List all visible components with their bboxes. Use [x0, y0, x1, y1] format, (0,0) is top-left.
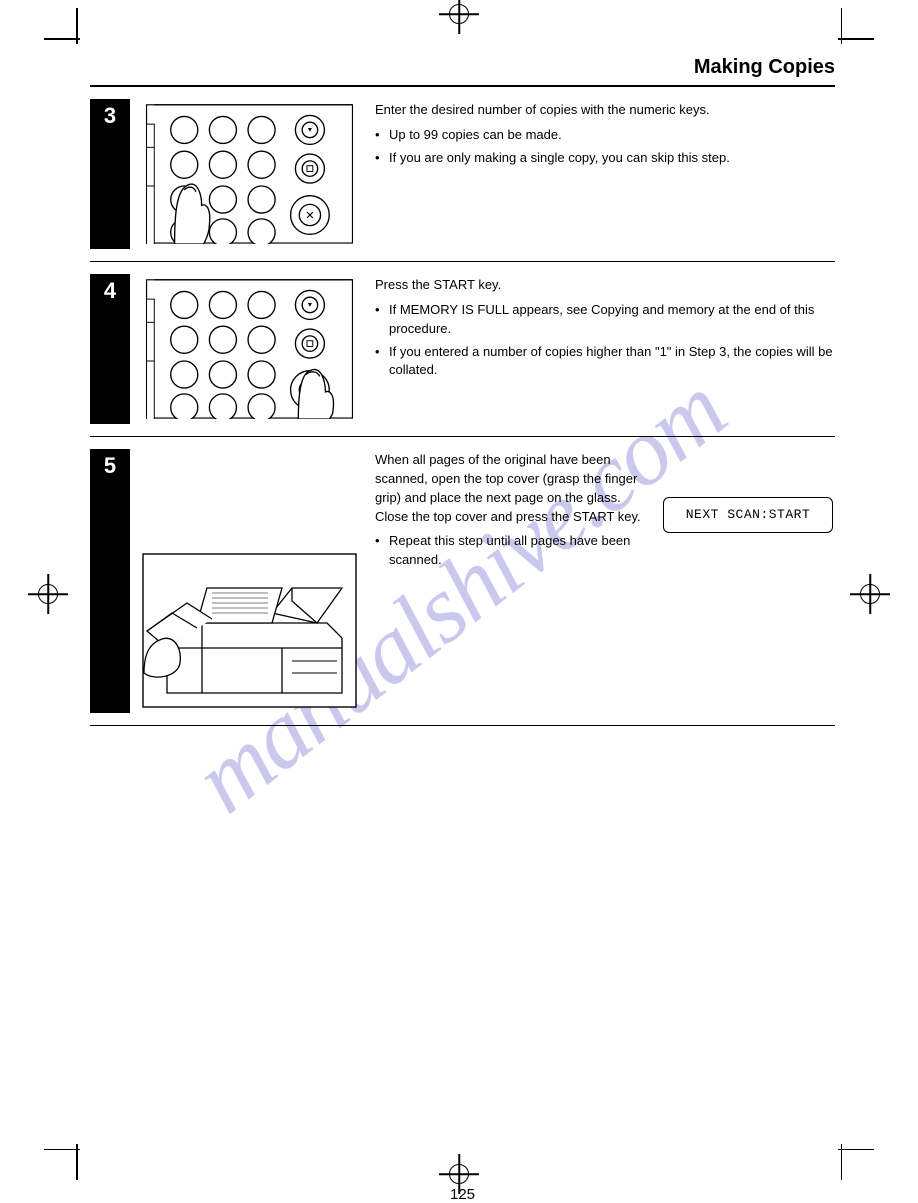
step-3: 3 [90, 87, 835, 262]
step-4-bullet-1: If MEMORY IS FULL appears, see Copying a… [375, 301, 835, 339]
step-4-bullet-2: If you entered a number of copies higher… [375, 343, 835, 381]
step-5: 5 [90, 437, 835, 726]
step-4-figure [142, 274, 357, 424]
lcd-display: NEXT SCAN:START [663, 497, 833, 533]
step-5-text: When all pages of the original have been… [357, 449, 835, 713]
step-5-bullet-1: Repeat this step until all pages have be… [375, 532, 655, 570]
step-4: 4 [90, 262, 835, 437]
page-title: Making Copies [90, 56, 835, 79]
keypad-press-start-figure [142, 274, 357, 419]
step-number: 3 [90, 99, 130, 249]
step-3-text: Enter the desired number of copies with … [357, 99, 835, 249]
step-number: 5 [90, 449, 130, 713]
step-4-text: Press the START key. If MEMORY IS FULL a… [357, 274, 835, 424]
step-3-lead: Enter the desired number of copies with … [375, 101, 835, 120]
step-number: 4 [90, 274, 130, 424]
step-5-figure [142, 449, 357, 713]
keypad-press-4-figure [142, 99, 357, 244]
step-3-bullet-1: Up to 99 copies can be made. [375, 126, 835, 145]
printer-open-cover-figure [142, 553, 357, 708]
step-3-figure [142, 99, 357, 249]
step-3-bullet-2: If you are only making a single copy, yo… [375, 149, 835, 168]
page-number: 125 [90, 1186, 835, 1203]
page-content: Making Copies 3 [90, 30, 835, 1203]
step-4-lead: Press the START key. [375, 276, 835, 295]
